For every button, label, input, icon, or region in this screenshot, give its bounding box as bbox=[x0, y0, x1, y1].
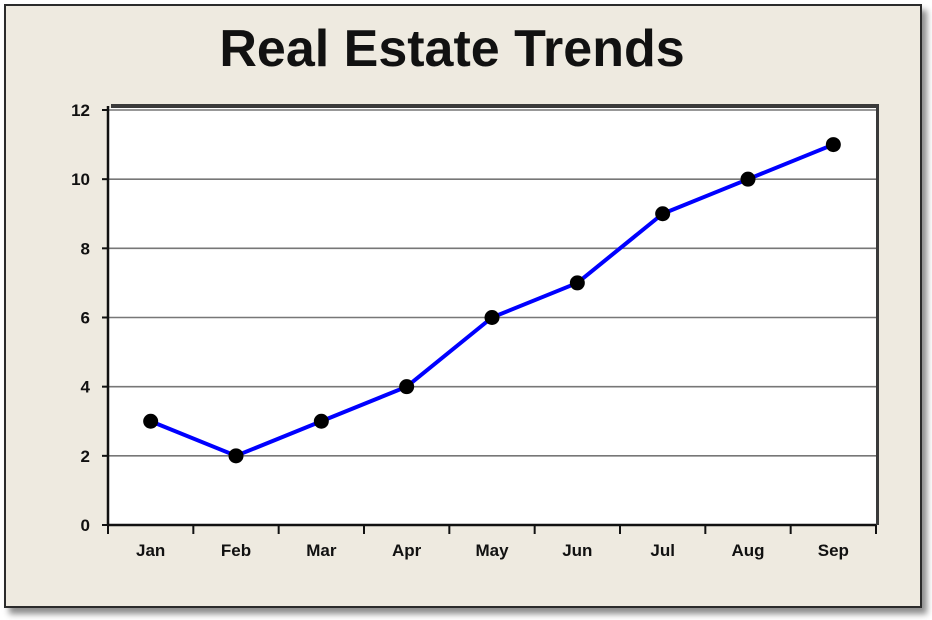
data-point bbox=[399, 379, 415, 395]
data-point bbox=[143, 413, 159, 429]
x-tick-label: Jun bbox=[562, 541, 592, 560]
data-point bbox=[825, 137, 841, 153]
y-tick-label: 6 bbox=[81, 309, 90, 328]
x-tick-label: Apr bbox=[392, 541, 422, 560]
data-point bbox=[740, 171, 756, 187]
axes bbox=[102, 106, 877, 534]
chart-title: Real Estate Trends bbox=[219, 20, 684, 78]
x-tick-label: Jan bbox=[136, 541, 165, 560]
x-tick-label: Mar bbox=[306, 541, 337, 560]
data-point bbox=[484, 310, 500, 325]
y-tick-label: 4 bbox=[81, 378, 91, 397]
y-tick-label: 0 bbox=[81, 516, 90, 535]
x-tick-label: Feb bbox=[221, 541, 251, 560]
y-tick-label: 8 bbox=[81, 239, 90, 258]
x-tick-label: Aug bbox=[731, 541, 764, 560]
y-tick-label: 12 bbox=[71, 101, 90, 120]
x-tick-labels: Jan Feb Mar Apr May Jun Jul Aug Sep bbox=[136, 541, 849, 560]
data-point bbox=[569, 275, 585, 291]
data-point bbox=[228, 448, 244, 464]
y-tick-labels: 0 2 4 6 8 10 12 bbox=[71, 101, 90, 535]
series-markers bbox=[143, 137, 841, 464]
x-tick-label: Jul bbox=[650, 541, 675, 560]
data-point bbox=[313, 413, 329, 429]
data-point bbox=[655, 206, 671, 222]
y-tick-label: 2 bbox=[81, 447, 90, 466]
x-tick-label: Sep bbox=[818, 541, 849, 560]
y-tick-label: 10 bbox=[71, 170, 90, 189]
x-tick-label: May bbox=[475, 541, 509, 560]
